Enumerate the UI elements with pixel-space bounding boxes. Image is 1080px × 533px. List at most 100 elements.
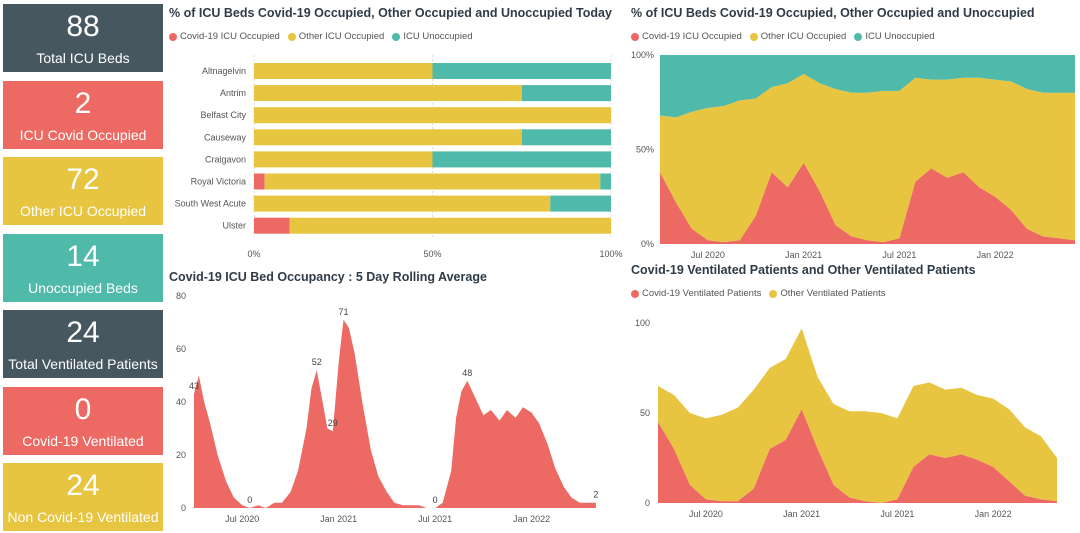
category-label: Altnagelvin: [202, 66, 246, 76]
tick-label: Jan 2022: [513, 514, 550, 524]
kpi-label: Covid-19 Ventilated: [22, 432, 144, 449]
today-bar-chart: Altnagelvin Antrim Belfast City Causeway Cra…: [175, 55, 623, 259]
tick-label: Jan 2022: [977, 250, 1014, 260]
tick-label: 50%: [423, 249, 441, 259]
kpi-label: Unoccupied Beds: [28, 279, 138, 296]
category-label: Craigavon: [205, 154, 246, 164]
data-label: 2: [593, 490, 598, 500]
kpi-label: Total Ventilated Patients: [8, 356, 158, 372]
tick-label: Jan 2021: [785, 250, 822, 260]
kpi-label: ICU Covid Occupied: [19, 126, 147, 143]
bar-segment: [254, 173, 265, 190]
bar-segment: [254, 151, 433, 168]
kpi-label: Other ICU Occupied: [19, 203, 147, 219]
tick-label: 50%: [636, 145, 654, 155]
kpi-value: 24: [66, 469, 100, 502]
kpi-value: 72: [66, 163, 100, 196]
legend-item-unoccupied[interactable]: ICU Unoccupied: [854, 31, 935, 42]
vent-chart-title: Covid-19 Ventilated Patients and Other V…: [631, 263, 976, 277]
tick-label: 100%: [599, 249, 622, 259]
legend-item-covid[interactable]: Covid-19 ICU Occupied: [169, 31, 280, 42]
kpi-value: 2: [74, 86, 92, 120]
tick-label: Jul 2021: [418, 514, 452, 524]
legend-label: Covid-19 Ventilated Patients: [642, 288, 762, 299]
today-chart-title: % of ICU Beds Covid-19 Occupied, Other O…: [169, 6, 612, 20]
legend-item-other[interactable]: Other ICU Occupied: [287, 31, 385, 42]
bar-segment: [289, 217, 611, 234]
data-label: 71: [339, 307, 349, 317]
legend-label: Other ICU Occupied: [760, 31, 847, 42]
bar-segment: [521, 129, 611, 146]
tick-label: Jul 2020: [691, 250, 725, 260]
bar-segment: [254, 85, 522, 102]
kpi-card[interactable]: 72 Other ICU Occupied: [3, 157, 163, 225]
trend-legend: Covid-19 ICU Occupied Other ICU Occupied…: [631, 31, 935, 42]
kpi-card[interactable]: 24 Non Covid-19 Ventilated: [3, 463, 163, 531]
category-label: Ulster: [222, 221, 246, 231]
tick-label: 0%: [247, 249, 260, 259]
data-label: 0: [433, 495, 438, 505]
tick-label: Jul 2021: [882, 250, 916, 260]
bar-segment: [550, 195, 611, 212]
tick-label: 0: [645, 498, 650, 508]
tick-label: 60: [176, 344, 186, 354]
kpi-card[interactable]: 24 Total Ventilated Patients: [3, 310, 163, 378]
bar-segment: [254, 107, 611, 124]
legend-label: ICU Unoccupied: [403, 31, 473, 42]
tick-label: 100: [635, 318, 650, 328]
tick-label: Jan 2022: [975, 509, 1012, 519]
tick-label: Jul 2020: [689, 509, 723, 519]
kpi-card[interactable]: 2 ICU Covid Occupied: [3, 80, 163, 149]
kpi-card[interactable]: 14 Unoccupied Beds: [3, 233, 163, 302]
area-series: [660, 162, 1075, 244]
kpi-card[interactable]: 0 Covid-19 Ventilated: [3, 386, 163, 455]
tick-label: 50: [640, 408, 650, 418]
bar-segment: [264, 173, 601, 190]
data-label: 0: [247, 495, 252, 505]
bar-segment: [254, 195, 551, 212]
category-label: South West Acute: [175, 199, 246, 209]
kpi-label: Non Covid-19 Ventilated: [7, 509, 159, 525]
data-label: 48: [462, 368, 472, 378]
legend-item-covid[interactable]: Covid-19 ICU Occupied: [631, 31, 742, 42]
tick-label: 0: [181, 503, 186, 513]
legend-item-covid-vent[interactable]: Covid-19 Ventilated Patients: [631, 288, 761, 299]
data-label: 29: [328, 418, 338, 428]
bar-segment: [254, 129, 522, 146]
kpi-value: 14: [66, 239, 100, 273]
kpi-label: Total ICU Beds: [36, 50, 130, 66]
legend-item-unoccupied[interactable]: ICU Unoccupied: [392, 31, 473, 42]
tick-label: Jan 2021: [783, 509, 820, 519]
category-label: Antrim: [220, 88, 246, 98]
area-series: [194, 319, 596, 508]
kpi-card[interactable]: 88 Total ICU Beds: [3, 4, 163, 72]
category-label: Belfast City: [200, 110, 246, 120]
area-series: [660, 55, 1075, 118]
kpi-value: 24: [66, 316, 100, 349]
tick-label: 0%: [641, 239, 654, 249]
trend-chart-title: % of ICU Beds Covid-19 Occupied, Other O…: [631, 6, 1035, 20]
data-label: 52: [312, 357, 322, 367]
legend-item-other-vent[interactable]: Other Ventilated Patients: [769, 288, 885, 299]
bar-segment: [600, 173, 611, 190]
trend-area-chart: 0% 50% 100% Jul 2020 Jan 2021 Jul 2021 Jan 202…: [631, 50, 1075, 260]
tick-label: Jul 2021: [880, 509, 914, 519]
bar-segment: [521, 85, 611, 102]
vent-legend: Covid-19 Ventilated Patients Other Venti…: [631, 288, 885, 299]
area-series: [658, 328, 1057, 503]
bar-segment: [254, 217, 290, 234]
kpi-value: 0: [74, 392, 92, 426]
vent-area-chart: 0 50 100 Jul 2020 Jan 2021 Jul 2021 Jan 2022: [635, 318, 1057, 519]
area-series: [658, 409, 1057, 503]
tick-label: 20: [176, 450, 186, 460]
legend-item-other[interactable]: Other ICU Occupied: [749, 31, 847, 42]
tick-label: 100%: [631, 50, 654, 60]
category-label: Royal Victoria: [191, 177, 246, 187]
today-legend: Covid-19 ICU Occupied Other ICU Occupied…: [169, 31, 473, 42]
rolling-chart-title: Covid-19 ICU Bed Occupancy : 5 Day Rolli…: [169, 270, 487, 284]
bar-segment: [432, 151, 611, 168]
legend-label: ICU Unoccupied: [865, 31, 935, 42]
legend-label: Other ICU Occupied: [298, 31, 385, 42]
tick-label: 80: [176, 291, 186, 301]
